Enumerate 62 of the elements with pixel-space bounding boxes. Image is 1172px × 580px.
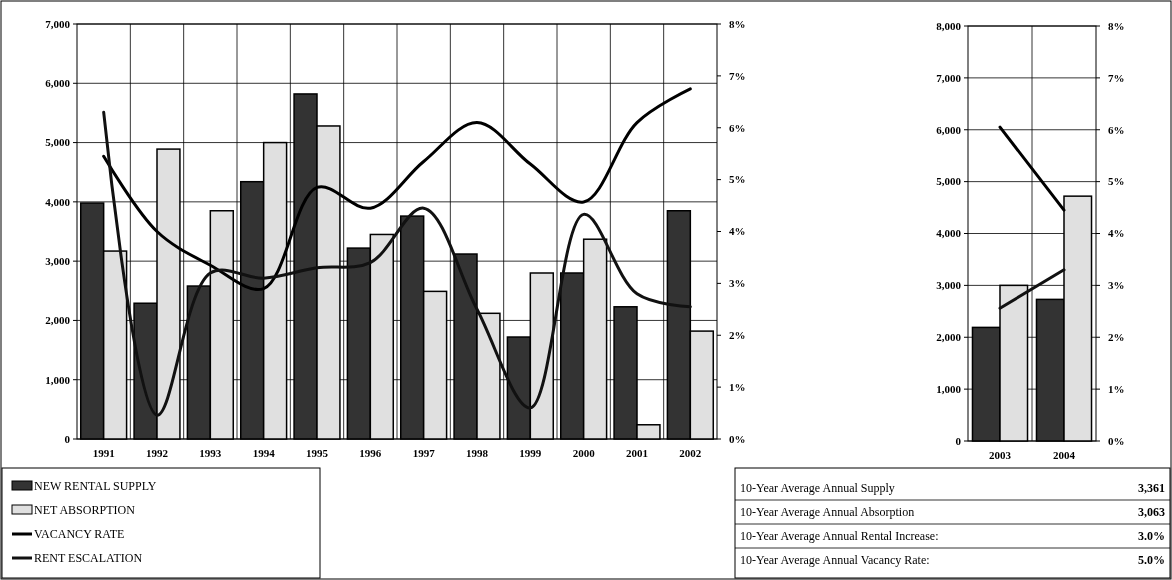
y-tick-label: 2,000: [45, 314, 71, 327]
x-tick-label: 1996: [359, 447, 382, 459]
y-tick-label: 8,000: [936, 19, 962, 32]
x-tick-label: 1997: [412, 447, 436, 459]
y-tick-label: 6,000: [936, 123, 962, 136]
x-tick-label: 1998: [466, 447, 489, 459]
y-tick-label: 4,000: [45, 195, 71, 208]
y-tick-label: 7,000: [936, 71, 962, 84]
x-tick-label: 1994: [252, 447, 276, 459]
y-tick-label: 5,000: [45, 136, 71, 149]
x-tick-label: 1995: [306, 447, 329, 459]
y2-tick-label: 4%: [729, 225, 746, 238]
x-tick-label: 1992: [146, 447, 169, 459]
x-tick-label: 2001: [626, 447, 648, 459]
y2-tick-label: 3%: [729, 277, 746, 290]
x-tick-label: 1999: [519, 447, 542, 459]
y2-tick-label: 5%: [1108, 175, 1125, 188]
text: 10-Year Average Annual Rental Increase:: [740, 529, 939, 544]
y-tick-label: 0: [64, 432, 71, 445]
y2-tick-label: 1%: [1108, 382, 1125, 395]
y-tick-label: 3,000: [936, 279, 962, 292]
legend-label: VACANCY RATE: [34, 527, 125, 542]
y-tick-label: 6,000: [45, 77, 71, 90]
text: 3,063: [1138, 505, 1165, 520]
y-tick-label: 2,000: [936, 331, 962, 344]
text: 10-Year Average Annual Supply: [740, 481, 895, 496]
y2-tick-label: 7%: [1108, 71, 1125, 84]
y2-tick-label: 7%: [729, 69, 746, 82]
y2-tick-label: 6%: [1108, 123, 1125, 136]
x-tick-label: 2000: [572, 447, 596, 459]
y-tick-label: 3,000: [45, 254, 71, 267]
text: 3,361: [1138, 481, 1165, 496]
y2-tick-label: 0%: [729, 432, 746, 445]
y-tick-label: 1,000: [936, 382, 962, 395]
text: 3.0%: [1138, 529, 1165, 544]
x-tick-label: 2004: [1053, 449, 1076, 461]
text: 5.0%: [1138, 553, 1165, 568]
y2-tick-label: 6%: [729, 121, 746, 134]
y2-tick-label: 5%: [729, 173, 746, 186]
y-tick-label: 1,000: [45, 373, 71, 386]
y2-tick-label: 2%: [1108, 331, 1125, 344]
x-tick-label: 1993: [199, 447, 222, 459]
x-tick-label: 2003: [989, 449, 1012, 461]
text: 10-Year Average Annual Vacancy Rate:: [740, 553, 930, 568]
y2-tick-label: 0%: [1108, 434, 1125, 447]
text: 10-Year Average Annual Absorption: [740, 505, 915, 520]
x-tick-label: 1991: [92, 447, 115, 459]
y2-tick-label: 3%: [1108, 279, 1125, 292]
y2-tick-label: 1%: [729, 380, 746, 393]
y-tick-label: 5,000: [936, 175, 962, 188]
y2-tick-label: 4%: [1108, 227, 1125, 240]
y2-tick-label: 2%: [729, 329, 746, 342]
y-tick-label: 0: [955, 434, 962, 447]
line-series: [102, 110, 692, 417]
legend-label: NEW RENTAL SUPPLY: [34, 479, 157, 494]
y-tick-label: 4,000: [936, 227, 962, 240]
legend-label: RENT ESCALATION: [34, 551, 143, 566]
x-tick-label: 2002: [679, 447, 702, 459]
y-tick-label: 7,000: [45, 17, 71, 30]
y2-tick-label: 8%: [729, 17, 746, 30]
legend-label: NET ABSORPTION: [34, 503, 136, 518]
y2-tick-label: 8%: [1108, 19, 1125, 32]
